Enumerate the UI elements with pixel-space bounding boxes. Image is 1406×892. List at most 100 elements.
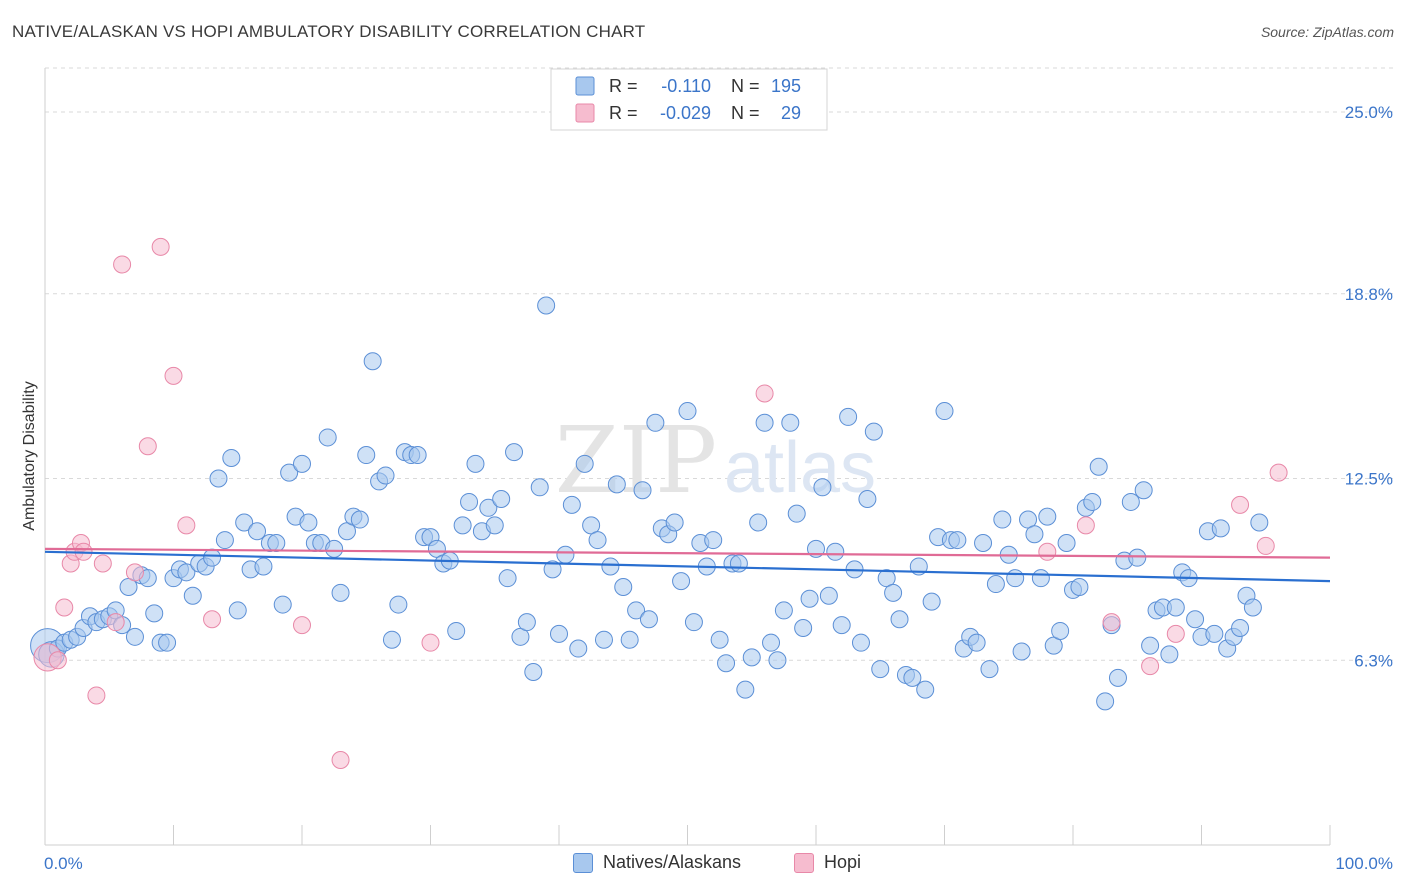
hopi-point <box>151 237 170 256</box>
native-point <box>1070 577 1089 596</box>
native-point <box>447 621 466 640</box>
native-point <box>254 557 273 576</box>
stats-n-label: N = <box>731 76 760 96</box>
native-point <box>376 466 395 485</box>
stats-swatch <box>575 76 595 96</box>
native-point <box>639 610 658 629</box>
native-point <box>389 595 408 614</box>
native-point <box>273 595 292 614</box>
native-point <box>851 633 870 652</box>
native-point <box>466 454 485 473</box>
hopi-point <box>125 563 144 582</box>
native-point <box>1141 636 1160 655</box>
watermark: ZIP atlas <box>555 407 876 514</box>
native-point <box>768 651 787 670</box>
native-point <box>556 545 575 564</box>
native-point <box>543 560 562 579</box>
native-point <box>537 296 556 315</box>
native-point <box>1025 525 1044 544</box>
native-trend-line <box>44 550 1331 583</box>
native-point <box>209 469 228 488</box>
native-point <box>158 633 177 652</box>
trend-lines <box>44 547 1331 583</box>
native-point <box>1089 457 1108 476</box>
native-point <box>267 533 286 552</box>
hopi-point <box>106 613 125 632</box>
y-tick-label: 25.0% <box>1345 103 1393 122</box>
native-point <box>826 542 845 561</box>
legend-swatch-natives <box>573 852 593 873</box>
native-point <box>562 495 581 514</box>
native-point <box>485 516 504 535</box>
native-point <box>588 531 607 550</box>
native-point <box>948 531 967 550</box>
native-point <box>575 454 594 473</box>
native-point <box>1134 481 1153 500</box>
hopi-point <box>421 633 440 652</box>
native-point <box>800 589 819 608</box>
native-point <box>646 413 665 432</box>
stats-n-value: 195 <box>771 76 801 96</box>
legend-label-hopi: Hopi <box>824 852 862 872</box>
legend-item-hopi[interactable]: Hopi <box>794 852 861 873</box>
native-point <box>479 498 498 517</box>
stats-box: R = -0.110 N = 195 R = -0.029 N = 29 <box>550 68 828 131</box>
native-point <box>235 513 254 532</box>
hopi-point <box>1141 657 1160 676</box>
native-point <box>408 446 427 465</box>
native-point <box>717 654 736 673</box>
native-point <box>672 572 691 591</box>
native-point <box>903 668 922 687</box>
native-point <box>1121 492 1140 511</box>
native-point <box>762 633 781 652</box>
hopi-point <box>755 384 774 403</box>
hopi-point <box>1269 463 1288 482</box>
y-tick-label: 6.3% <box>1354 651 1393 670</box>
native-point <box>524 663 543 682</box>
legend-label-natives: Natives/Alaskans <box>603 852 742 872</box>
native-point <box>222 448 241 467</box>
native-point <box>1211 519 1230 538</box>
hopi-point <box>1038 542 1057 561</box>
stats-box-frame <box>550 68 828 131</box>
native-point <box>331 583 350 602</box>
native-point <box>794 619 813 638</box>
native-point <box>1051 621 1070 640</box>
native-point <box>453 516 472 535</box>
native-point <box>922 592 941 611</box>
hopi-point <box>293 616 311 635</box>
hopi-point <box>1102 613 1121 632</box>
stats-r-value: -0.110 <box>661 76 711 96</box>
native-point <box>704 531 723 550</box>
hopi-point <box>177 516 196 535</box>
native-point <box>627 601 646 620</box>
native-point <box>215 531 234 550</box>
native-point <box>505 443 524 462</box>
native-point <box>601 557 620 576</box>
stats-r-value: -0.029 <box>660 103 711 123</box>
native-point <box>813 478 832 497</box>
hopi-point <box>138 437 157 456</box>
legend-swatch-hopi <box>794 852 814 873</box>
native-point <box>280 463 299 482</box>
native-point <box>1243 598 1262 617</box>
native-point <box>550 624 568 643</box>
native-point <box>1038 507 1057 526</box>
native-point <box>967 633 986 652</box>
hopi-trend-line <box>44 547 1331 559</box>
legend-item-natives[interactable]: Natives/Alaskans <box>573 852 741 873</box>
native-point <box>684 613 703 632</box>
native-point <box>569 639 588 658</box>
source-label: Source: ZipAtlas.com <box>1260 24 1394 40</box>
native-point <box>858 490 877 509</box>
native-point <box>607 475 626 494</box>
native-point <box>517 613 536 632</box>
native-point <box>819 586 838 605</box>
native-point <box>293 454 311 473</box>
native-point <box>633 481 652 500</box>
native-point <box>177 563 196 582</box>
native-point <box>1012 642 1031 661</box>
native-point <box>974 533 993 552</box>
native-point <box>935 402 954 421</box>
